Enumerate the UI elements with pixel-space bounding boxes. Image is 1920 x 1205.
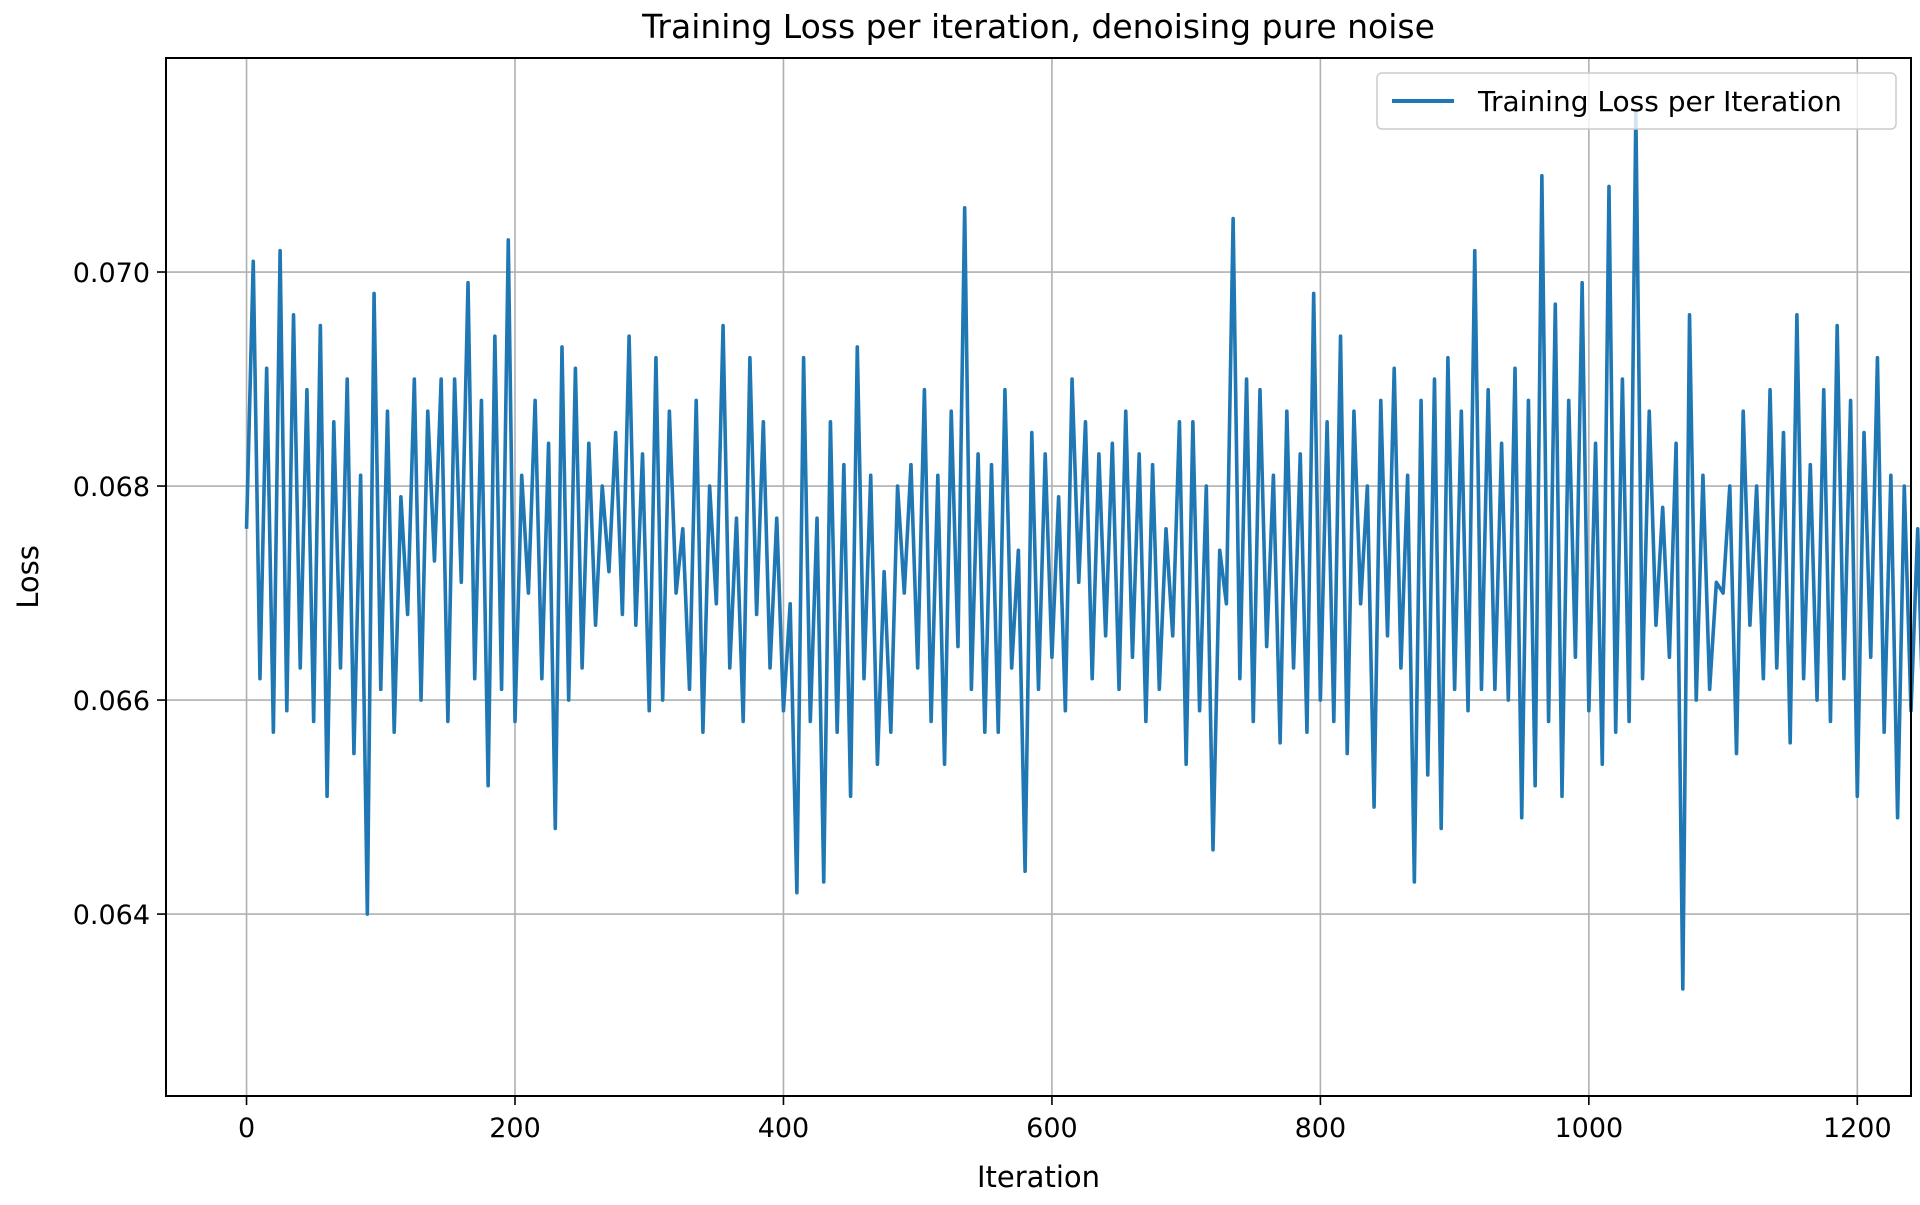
y-tick-label: 0.066: [73, 686, 150, 717]
legend-box: [1376, 72, 1897, 130]
x-tick-label: 200: [489, 1113, 541, 1144]
x-axis-label: Iteration: [977, 1160, 1100, 1194]
legend: Training Loss per Iteration: [1376, 72, 1897, 130]
x-tick-label: 1200: [1823, 1113, 1892, 1144]
x-tick-label: 0: [238, 1113, 255, 1144]
y-tick-label: 0.064: [73, 900, 150, 931]
y-axis-label: Loss: [11, 545, 45, 609]
plot-area-frame: [165, 57, 1912, 1097]
x-tick-label: 800: [1295, 1113, 1347, 1144]
axis-ticks: 0 200 400 600 800 1000 1200 0.064 0.066 0.068 0.07…: [73, 258, 1892, 1144]
y-tick-label: 0.068: [73, 472, 150, 503]
legend-entry-label: Training Loss per Iteration: [1477, 85, 1842, 118]
series-layer: [244, 109, 1920, 991]
y-tick-label: 0.070: [73, 258, 150, 289]
series-line-0: [244, 109, 1920, 991]
x-tick-label: 600: [1026, 1113, 1078, 1144]
chart-title: Training Loss per iteration, denoising p…: [641, 7, 1435, 46]
x-tick-label: 1000: [1554, 1113, 1623, 1144]
x-tick-label: 400: [758, 1113, 810, 1144]
